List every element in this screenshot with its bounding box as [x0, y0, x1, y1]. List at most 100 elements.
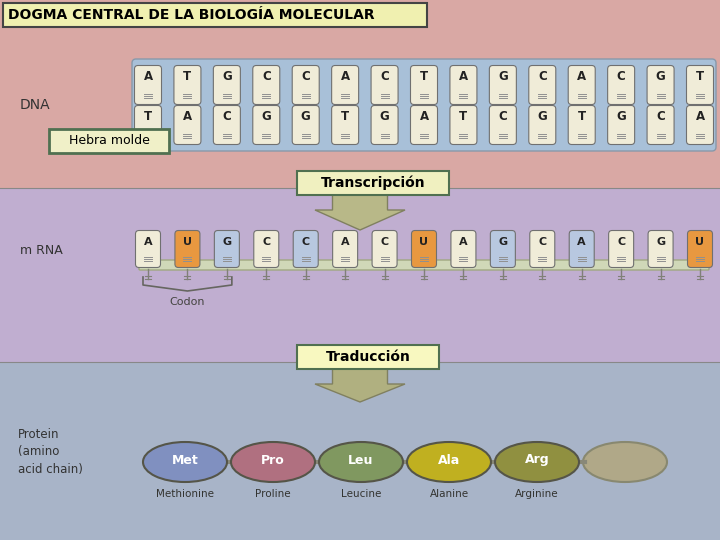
Text: C: C — [498, 111, 507, 124]
Text: C: C — [539, 237, 546, 247]
FancyBboxPatch shape — [292, 105, 319, 145]
Bar — [0, 188, 720, 362]
FancyBboxPatch shape — [412, 231, 436, 267]
FancyBboxPatch shape — [608, 105, 634, 145]
FancyBboxPatch shape — [528, 105, 556, 145]
Text: T: T — [577, 111, 586, 124]
Text: C: C — [302, 237, 310, 247]
Text: G: G — [656, 237, 665, 247]
Text: DNA: DNA — [20, 98, 50, 112]
Text: A: A — [459, 237, 468, 247]
FancyBboxPatch shape — [213, 105, 240, 145]
FancyBboxPatch shape — [568, 65, 595, 105]
Text: A: A — [341, 71, 350, 84]
FancyBboxPatch shape — [608, 231, 634, 267]
Text: A: A — [577, 71, 586, 84]
Text: C: C — [262, 237, 270, 247]
FancyBboxPatch shape — [253, 231, 279, 267]
Text: C: C — [380, 237, 389, 247]
FancyBboxPatch shape — [135, 105, 161, 145]
Text: U: U — [696, 237, 704, 247]
Text: Hebra molde: Hebra molde — [68, 134, 150, 147]
Text: A: A — [420, 111, 428, 124]
Text: A: A — [341, 237, 349, 247]
FancyBboxPatch shape — [135, 231, 161, 267]
Text: A: A — [696, 111, 705, 124]
Text: G: G — [261, 111, 271, 124]
Bar — [0, 362, 720, 540]
FancyBboxPatch shape — [49, 129, 169, 153]
Text: Transcripción: Transcripción — [320, 176, 426, 190]
Text: T: T — [420, 71, 428, 84]
FancyBboxPatch shape — [332, 105, 359, 145]
FancyBboxPatch shape — [215, 231, 239, 267]
FancyBboxPatch shape — [139, 260, 709, 270]
Polygon shape — [315, 362, 405, 402]
FancyBboxPatch shape — [371, 105, 398, 145]
Ellipse shape — [407, 442, 491, 482]
FancyBboxPatch shape — [293, 231, 318, 267]
Text: T: T — [459, 111, 467, 124]
Text: C: C — [222, 111, 231, 124]
FancyBboxPatch shape — [372, 231, 397, 267]
Text: U: U — [420, 237, 428, 247]
Text: Arginine: Arginine — [516, 489, 559, 499]
FancyBboxPatch shape — [3, 3, 427, 27]
FancyBboxPatch shape — [490, 65, 516, 105]
Text: G: G — [379, 111, 390, 124]
Text: G: G — [498, 237, 508, 247]
FancyBboxPatch shape — [530, 231, 555, 267]
Text: G: G — [498, 71, 508, 84]
FancyBboxPatch shape — [490, 105, 516, 145]
Text: G: G — [222, 237, 231, 247]
FancyBboxPatch shape — [490, 231, 516, 267]
Polygon shape — [315, 188, 405, 230]
Text: A: A — [577, 237, 586, 247]
FancyBboxPatch shape — [647, 65, 674, 105]
Text: G: G — [301, 111, 310, 124]
Text: T: T — [341, 111, 349, 124]
FancyBboxPatch shape — [528, 65, 556, 105]
Text: C: C — [617, 237, 625, 247]
Text: Proline: Proline — [255, 489, 291, 499]
Ellipse shape — [231, 442, 315, 482]
Text: Methionine: Methionine — [156, 489, 214, 499]
Text: Met: Met — [171, 454, 199, 467]
FancyBboxPatch shape — [332, 65, 359, 105]
FancyBboxPatch shape — [568, 105, 595, 145]
Text: C: C — [617, 71, 626, 84]
FancyBboxPatch shape — [570, 231, 594, 267]
FancyBboxPatch shape — [297, 345, 439, 369]
Text: Leucine: Leucine — [341, 489, 381, 499]
Text: Ala: Ala — [438, 454, 460, 467]
Text: Protein
(amino
acid chain): Protein (amino acid chain) — [18, 429, 83, 476]
Text: T: T — [184, 71, 192, 84]
Text: Leu: Leu — [348, 454, 374, 467]
FancyBboxPatch shape — [333, 231, 358, 267]
Text: A: A — [459, 71, 468, 84]
Ellipse shape — [143, 442, 227, 482]
FancyBboxPatch shape — [410, 105, 438, 145]
Text: G: G — [616, 111, 626, 124]
FancyBboxPatch shape — [253, 65, 280, 105]
FancyBboxPatch shape — [648, 231, 673, 267]
FancyBboxPatch shape — [135, 65, 161, 105]
Text: G: G — [656, 71, 665, 84]
FancyBboxPatch shape — [608, 65, 634, 105]
FancyBboxPatch shape — [213, 65, 240, 105]
Text: Codon: Codon — [170, 297, 205, 307]
Text: G: G — [537, 111, 547, 124]
FancyBboxPatch shape — [647, 105, 674, 145]
FancyBboxPatch shape — [297, 171, 449, 195]
FancyBboxPatch shape — [292, 65, 319, 105]
Text: G: G — [222, 71, 232, 84]
Text: Pro: Pro — [261, 454, 285, 467]
FancyBboxPatch shape — [686, 65, 714, 105]
FancyBboxPatch shape — [450, 65, 477, 105]
FancyBboxPatch shape — [174, 105, 201, 145]
Text: Arg: Arg — [525, 454, 549, 467]
Ellipse shape — [319, 442, 403, 482]
Text: T: T — [696, 71, 704, 84]
Bar — [0, 0, 720, 188]
Text: A: A — [183, 111, 192, 124]
